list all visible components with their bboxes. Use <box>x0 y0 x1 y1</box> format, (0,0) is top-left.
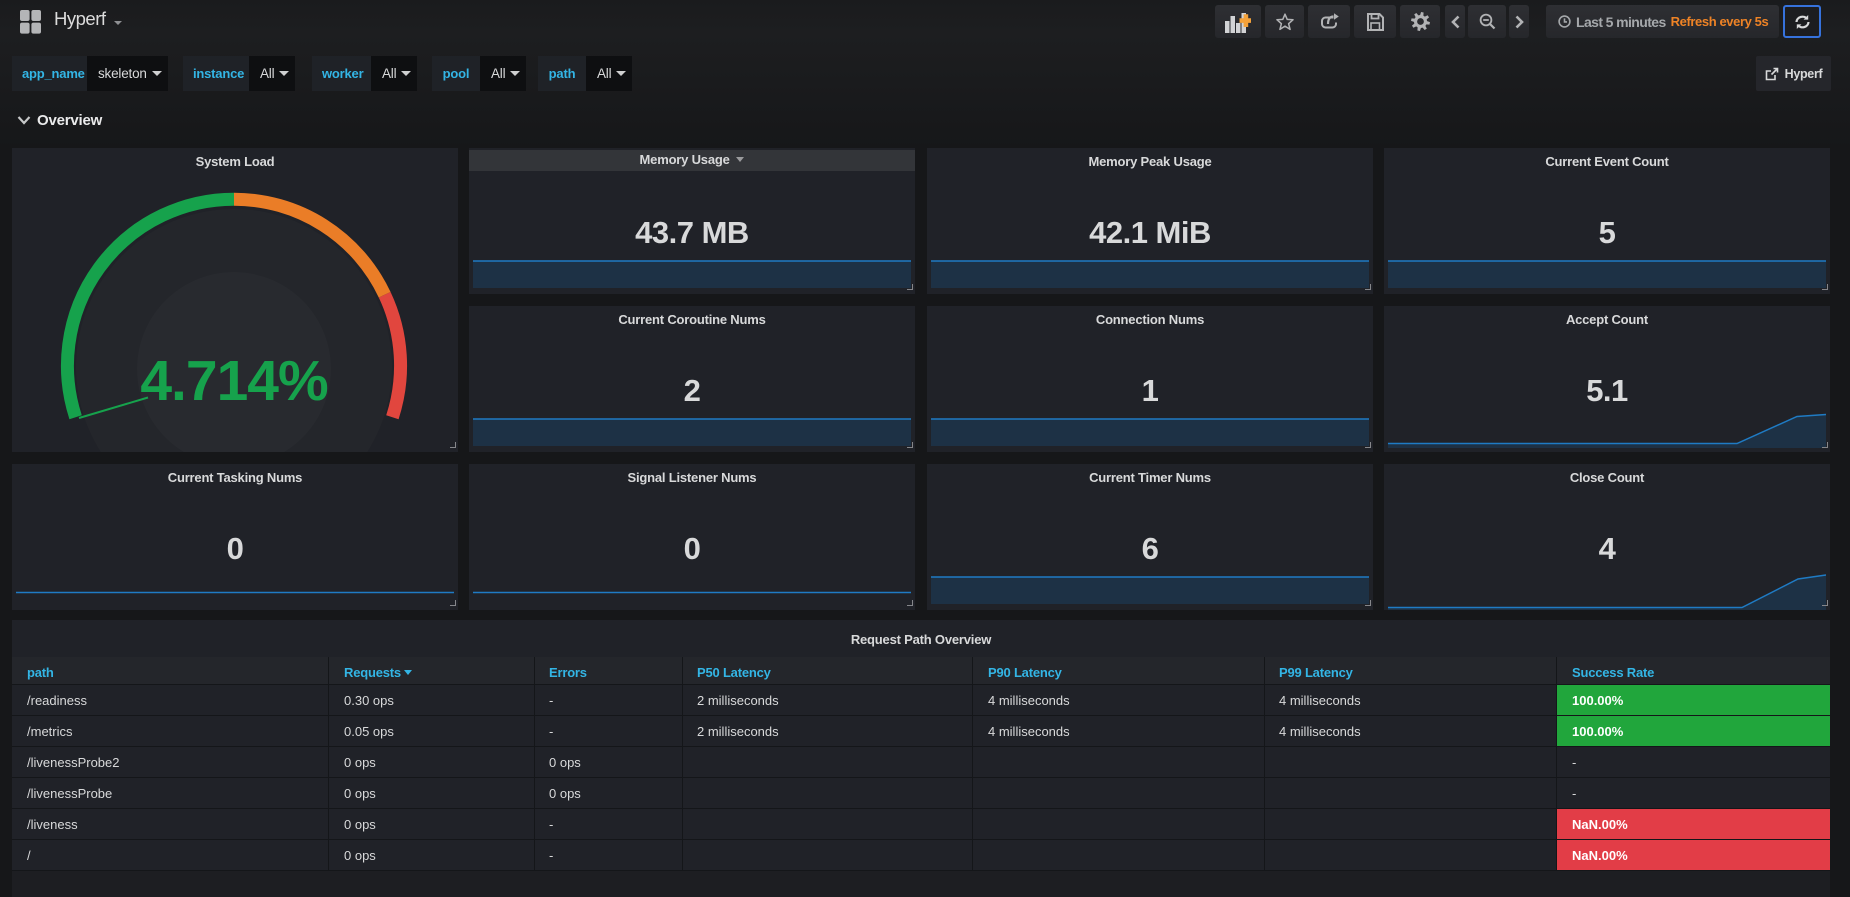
svg-text:4.714%: 4.714% <box>140 349 328 413</box>
